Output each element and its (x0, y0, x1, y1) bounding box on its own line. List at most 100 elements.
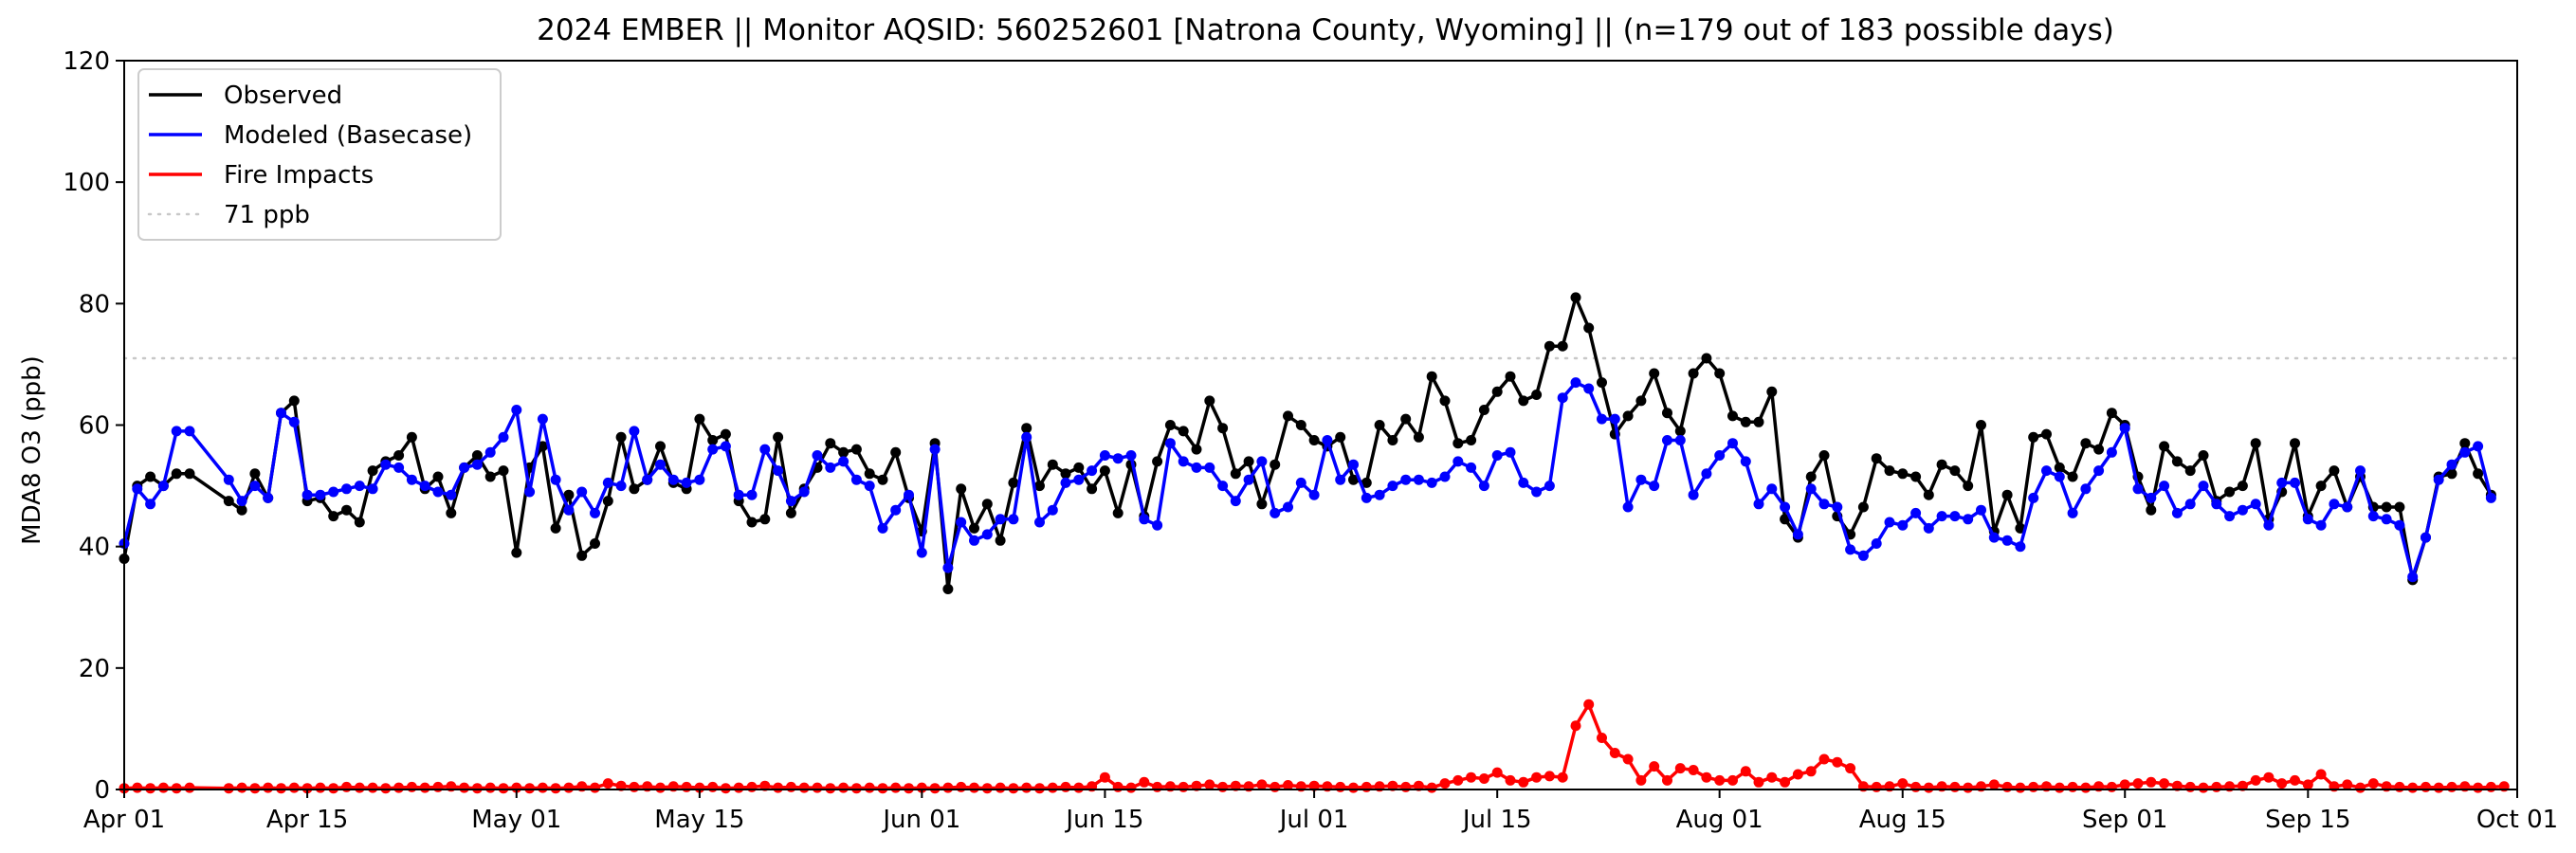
data-point-observed (1674, 426, 1686, 437)
data-point-modeled-basecase (1897, 519, 1909, 531)
data-point-modeled-basecase (1047, 504, 1058, 516)
data-point-observed (1164, 420, 1176, 430)
data-point-fire-impacts (655, 782, 666, 793)
data-point-modeled-basecase (1308, 489, 1320, 500)
data-point-modeled-basecase (236, 496, 247, 507)
data-point-fire-impacts (341, 781, 352, 792)
data-point-observed (2237, 481, 2248, 492)
data-point-observed (1910, 471, 1922, 482)
series-line-modeled-basecase (122, 380, 2494, 579)
data-point-modeled-basecase (2067, 507, 2078, 518)
data-point-fire-impacts (1426, 782, 1437, 793)
x-axis: Apr 01 Apr 15 May 01 May 15 Jun 01 Jun 15 Jul … (83, 789, 2558, 834)
data-point-fire-impacts (1413, 780, 1424, 791)
y-tick-label: 60 (79, 412, 110, 441)
y-tick-label: 20 (79, 655, 110, 683)
data-point-observed (1544, 340, 1555, 352)
data-point-modeled-basecase (576, 486, 588, 498)
data-point-modeled-basecase (2198, 481, 2209, 492)
data-point-modeled-basecase (1152, 519, 1163, 531)
data-point-observed (393, 450, 405, 461)
data-point-fire-impacts (890, 782, 902, 793)
x-tick-label: Jun 01 (881, 806, 960, 834)
series-line-observed (122, 296, 2493, 591)
data-point-observed (1270, 459, 1281, 470)
data-point-modeled-basecase (981, 529, 993, 540)
data-point-modeled-basecase (838, 456, 850, 467)
data-point-modeled-basecase (759, 444, 771, 455)
data-point-observed (981, 499, 993, 510)
data-point-observed (773, 431, 784, 443)
data-point-modeled-basecase (1544, 481, 1555, 492)
data-point-fire-impacts (315, 782, 326, 793)
data-point-modeled-basecase (1426, 477, 1437, 488)
series-line-fire-impacts (123, 702, 2505, 790)
data-point-observed (956, 483, 967, 495)
data-point-modeled-basecase (341, 483, 352, 495)
data-point-modeled-basecase (1099, 450, 1110, 461)
data-point-modeled-basecase (288, 416, 300, 427)
data-point-modeled-basecase (432, 486, 444, 498)
data-point-fire-impacts (1622, 753, 1634, 765)
data-point-observed (2250, 438, 2261, 449)
data-point-modeled-basecase (1727, 438, 1738, 449)
y-tick-label: 120 (63, 47, 110, 76)
data-point-modeled-basecase (2485, 492, 2496, 503)
data-point-observed (484, 471, 496, 482)
data-point-fire-impacts (1805, 766, 1817, 777)
data-point-fire-impacts (759, 780, 771, 791)
data-point-modeled-basecase (969, 535, 979, 546)
data-point-modeled-basecase (1583, 383, 1595, 394)
data-point-observed (1714, 368, 1726, 379)
data-point-observed (694, 413, 705, 425)
data-point-observed (1387, 435, 1398, 445)
data-point-fire-impacts (1753, 776, 1764, 788)
data-point-fire-impacts (1073, 782, 1085, 793)
data-point-fire-impacts (1871, 781, 1882, 792)
x-tick-label: Sep 15 (2265, 806, 2350, 834)
data-point-modeled-basecase (537, 413, 548, 425)
data-point-observed (1112, 507, 1124, 518)
data-point-modeled-basecase (720, 441, 731, 452)
data-point-modeled-basecase (2421, 532, 2431, 543)
data-point-modeled-basecase (1073, 474, 1085, 485)
data-point-fire-impacts (2106, 781, 2117, 792)
data-point-modeled-basecase (1087, 465, 1098, 477)
data-point-fire-impacts (2146, 776, 2157, 788)
data-point-observed (1426, 371, 1437, 382)
data-point-modeled-basecase (1034, 517, 1045, 528)
data-point-modeled-basecase (171, 426, 182, 437)
data-point-modeled-basecase (1857, 550, 1869, 561)
data-point-modeled-basecase (2276, 477, 2288, 488)
x-tick-label: Aug 15 (1859, 806, 1946, 834)
data-point-modeled-basecase (1060, 477, 1071, 488)
data-point-observed (1021, 423, 1032, 434)
data-point-observed (1152, 456, 1163, 467)
data-point-fire-impacts (1557, 771, 1568, 783)
data-point-observed (328, 511, 339, 522)
data-point-modeled-basecase (1832, 501, 1843, 513)
data-point-modeled-basecase (2394, 519, 2405, 531)
data-point-observed (1087, 483, 1098, 495)
data-point-observed (746, 517, 758, 528)
data-point-observed (1857, 501, 1869, 513)
data-point-fire-impacts (1112, 781, 1124, 792)
data-point-fire-impacts (864, 782, 875, 793)
data-point-fire-impacts (1452, 774, 1464, 786)
data-point-observed (1204, 395, 1215, 407)
data-point-fire-impacts (1727, 774, 1738, 786)
data-point-observed (2381, 501, 2392, 513)
data-point-fire-impacts (2080, 782, 2092, 793)
data-point-fire-impacts (1400, 781, 1412, 792)
data-point-fire-impacts (969, 782, 979, 793)
data-point-modeled-basecase (2433, 474, 2444, 485)
data-point-modeled-basecase (145, 499, 156, 510)
data-point-observed (1283, 410, 1293, 422)
data-point-modeled-basecase (1505, 446, 1516, 458)
data-point-fire-impacts (1570, 720, 1581, 732)
data-point-fire-impacts (132, 782, 143, 793)
data-point-modeled-basecase (2315, 519, 2327, 531)
data-point-modeled-basecase (904, 489, 914, 500)
data-point-fire-impacts (184, 782, 195, 793)
data-point-fire-impacts (1518, 776, 1529, 788)
